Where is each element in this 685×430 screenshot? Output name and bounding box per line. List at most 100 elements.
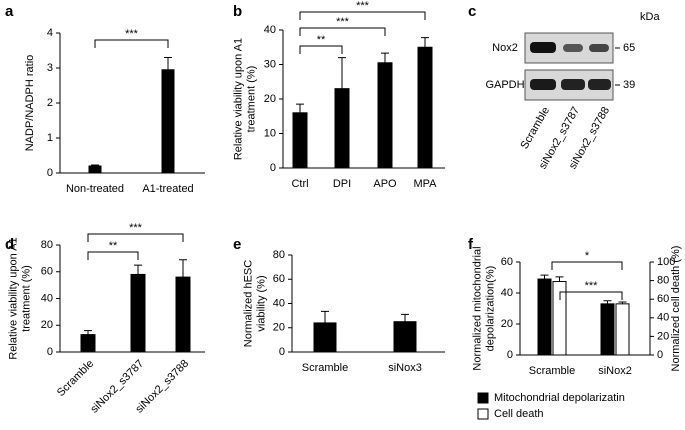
y-tick-label: 60 <box>273 273 285 285</box>
x-tick-label: A1-treated <box>142 183 193 195</box>
error-bar <box>381 52 389 63</box>
blot-band <box>530 79 556 90</box>
x-tick-label: Scramble <box>302 362 348 374</box>
y-tick-label: 40 <box>273 297 285 309</box>
significance-label: *** <box>125 28 139 40</box>
error-bar <box>134 264 142 275</box>
y2-axis-label: Normalized cell death (%) <box>670 246 682 372</box>
kda-label: 65 <box>623 42 635 54</box>
significance-bracket <box>551 261 623 270</box>
y-tick-label: 60 <box>41 266 53 278</box>
protein-label: Nox2 <box>492 42 518 54</box>
x-tick-label: DPI <box>333 178 351 190</box>
error-bar <box>540 274 549 280</box>
y2-tick-label: 60 <box>657 293 669 305</box>
y-tick-label: 0 <box>279 346 285 358</box>
panel-letter: c <box>468 3 476 20</box>
y-tick-label: 40 <box>264 24 276 36</box>
blot-band <box>589 44 609 52</box>
error-bar <box>421 37 429 48</box>
significance-bracket <box>94 39 169 48</box>
y-axis-label: Relative viability upon A1treatment (%) <box>232 38 257 160</box>
y-axis-label: NADP/NADPH ratio <box>24 55 36 152</box>
significance-label: *** <box>356 0 370 12</box>
error-bar <box>338 57 346 89</box>
y-tick-label: 20 <box>501 318 513 330</box>
protein-label: GAPDH <box>485 79 524 91</box>
x-tick-label: Non-treated <box>66 183 124 195</box>
x-tick-label: siNox2 <box>598 365 632 377</box>
kda-label: 39 <box>623 79 635 91</box>
y2-tick-label: 40 <box>657 312 669 324</box>
y-axis-label: Normalized hESCviability (%) <box>242 260 267 347</box>
significance-label: *** <box>585 280 599 292</box>
y-tick-label: 2 <box>47 97 53 109</box>
blot-band <box>563 44 583 52</box>
panel-letter: f <box>468 236 474 253</box>
significance-label: * <box>585 250 590 262</box>
significance-bracket <box>87 233 184 242</box>
y-tick-label: 80 <box>41 239 53 251</box>
significance-bracket <box>87 251 139 260</box>
bar <box>615 303 630 356</box>
panel-letter: a <box>5 3 14 20</box>
y-tick-label: 80 <box>273 249 285 261</box>
x-tick-label: Ctrl <box>291 178 308 190</box>
y-axis-label: Relative viability upon A1treatment (%) <box>7 237 32 359</box>
error-bar <box>618 301 627 304</box>
significance-bracket <box>299 27 386 36</box>
y-tick-label: 1 <box>47 132 53 144</box>
y-tick-label: 0 <box>270 162 276 174</box>
y-tick-label: 40 <box>41 292 53 304</box>
error-bar <box>296 103 304 113</box>
y-tick-label: 0 <box>507 349 513 361</box>
legend-label: Cell death <box>494 408 544 420</box>
bar <box>130 273 146 353</box>
y-tick-label: 20 <box>41 319 53 331</box>
bar <box>334 88 350 169</box>
y-tick-label: 20 <box>273 322 285 334</box>
blot-band <box>561 79 585 90</box>
error-bar <box>179 259 187 278</box>
bar <box>537 278 552 356</box>
significance-label: *** <box>336 16 350 28</box>
lane-label: Scramble <box>518 105 552 151</box>
significance-bracket <box>559 291 623 300</box>
bar <box>292 112 308 169</box>
unit-label: kDa <box>640 11 660 23</box>
y-tick-label: 10 <box>264 127 276 139</box>
legend-label: Mitochondrial depolarizatin <box>494 392 625 404</box>
y-tick-label: 60 <box>501 256 513 268</box>
x-tick-label: MPA <box>413 178 437 190</box>
y-tick-label: 40 <box>501 287 513 299</box>
bar <box>313 322 337 353</box>
bar <box>80 334 96 353</box>
significance-label: ** <box>317 34 326 46</box>
y-tick-label: 4 <box>47 27 53 39</box>
panel-letter: e <box>233 236 241 253</box>
significance-bracket <box>299 45 343 54</box>
y-tick-label: 0 <box>47 167 53 179</box>
y-tick-label: 20 <box>264 93 276 105</box>
error-bar <box>603 300 612 304</box>
error-bar <box>91 164 99 166</box>
legend-swatch <box>477 392 489 404</box>
legend-swatch <box>477 408 489 420</box>
significance-label: ** <box>109 240 118 252</box>
y2-tick-label: 80 <box>657 275 669 287</box>
panel-letter: b <box>233 3 242 20</box>
error-bar <box>84 330 92 335</box>
significance-label: *** <box>129 222 143 234</box>
error-bar <box>401 313 409 322</box>
blot-band <box>588 79 611 90</box>
y2-tick-label: 20 <box>657 330 669 342</box>
bar <box>161 69 175 174</box>
significance-bracket <box>299 11 426 20</box>
y-tick-label: 30 <box>264 58 276 70</box>
bar <box>175 276 191 353</box>
blot-band <box>530 42 556 53</box>
y2-tick-label: 0 <box>657 349 663 361</box>
y-tick-label: 3 <box>47 62 53 74</box>
error-bar <box>164 57 172 70</box>
